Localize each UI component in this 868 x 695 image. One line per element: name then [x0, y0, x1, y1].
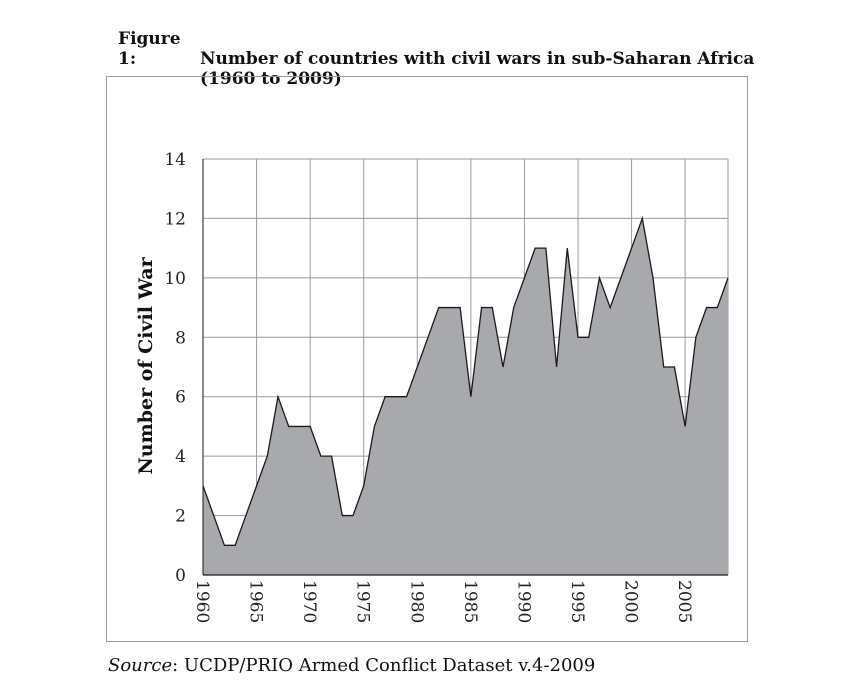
y-tick-label: 2 [175, 507, 186, 527]
x-tick-label: 1990 [513, 580, 533, 623]
x-tick-labels: 1960 1965 1970 1975 1980 1985 1990 1995 2000 2005 [192, 580, 694, 623]
x-tick-label: 1985 [460, 580, 480, 623]
y-tick-label: 6 [175, 388, 186, 408]
y-axis-label: Number of Civil War [135, 256, 157, 474]
source-note: Source: UCDP/PRIO Armed Conflict Dataset… [108, 655, 595, 676]
x-tick-label: 1960 [192, 580, 212, 623]
figure-label: Figure 1: [118, 29, 181, 69]
y-tick-label: 10 [164, 269, 186, 289]
y-tick-label: 12 [164, 209, 186, 229]
source-label: Source [108, 655, 173, 676]
figure-title: Figure 1: Number of countries with civil … [118, 29, 754, 89]
x-tick-label: 1980 [406, 580, 426, 623]
data-area [202, 159, 729, 576]
x-tick-label: 1965 [246, 580, 266, 623]
figure-title-line2: (1960 to 2009) [200, 69, 342, 89]
series-line [202, 215, 729, 546]
y-tick-label: 4 [175, 447, 186, 467]
y-tick-label: 0 [175, 566, 186, 586]
x-tick-label: 2000 [621, 580, 641, 623]
x-tick-label: 2005 [674, 580, 694, 623]
area-fill [203, 218, 728, 575]
x-tick-label: 1970 [299, 580, 319, 623]
y-tick-label: 8 [175, 328, 186, 348]
y-tick-labels: 0 2 4 6 8 10 12 14 [164, 150, 186, 586]
y-tick-label: 14 [164, 150, 186, 170]
x-tick-label: 1995 [567, 580, 587, 623]
chart-frame [106, 76, 748, 642]
x-tick-label: 1975 [353, 580, 373, 623]
figure-title-line1: Number of countries with civil wars in s… [200, 49, 755, 69]
source-text: : UCDP/PRIO Armed Conflict Dataset v.4-2… [172, 655, 596, 676]
